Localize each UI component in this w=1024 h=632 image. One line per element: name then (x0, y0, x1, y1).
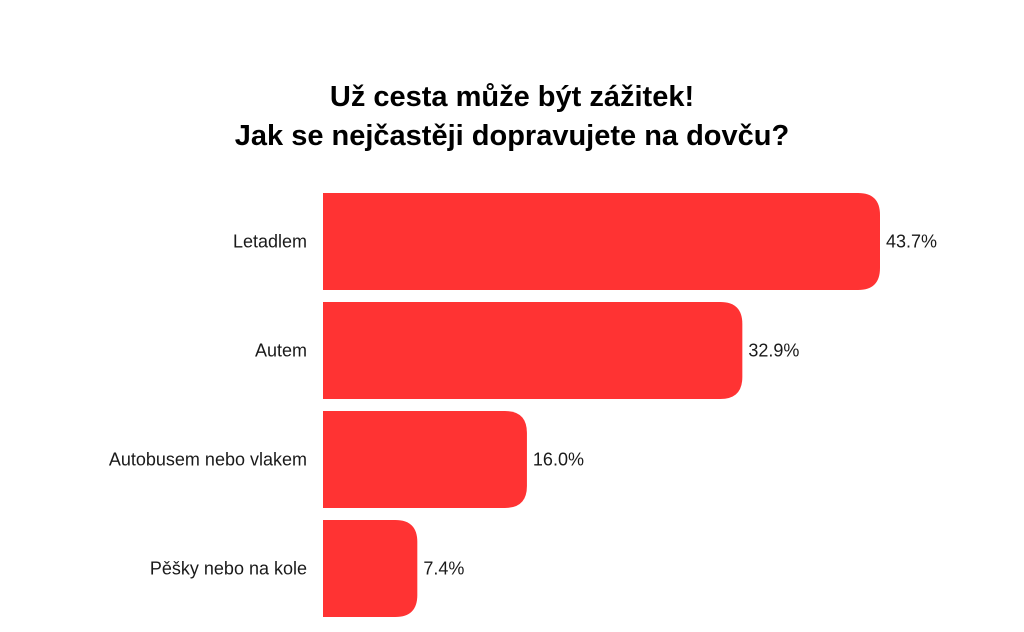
value-label-4: 7.4% (423, 559, 464, 579)
value-label-3: 16.0% (533, 450, 584, 470)
bar-2 (323, 302, 743, 399)
bar-3 (323, 411, 527, 508)
chart-title-line-1: Už cesta může být zážitek! (329, 81, 695, 113)
chart-title-line-2: Jak se nejčastěji dopravujete na dovču? (234, 120, 790, 152)
category-label-2: Autem (255, 341, 307, 361)
category-label-4: Pěšky nebo na kole (150, 559, 307, 579)
value-label-1: 43.7% (886, 232, 937, 252)
bar-1 (323, 193, 880, 290)
category-label-1: Letadlem (233, 232, 307, 252)
category-label-3: Autobusem nebo vlakem (109, 450, 307, 470)
bar-4 (323, 520, 418, 617)
value-label-2: 32.9% (748, 341, 799, 361)
